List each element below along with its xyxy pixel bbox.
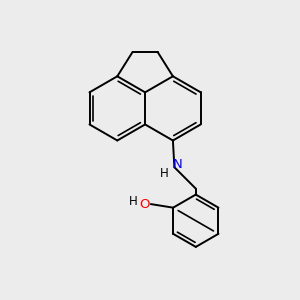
Text: H: H bbox=[129, 195, 137, 208]
Text: N: N bbox=[172, 158, 182, 171]
Text: O: O bbox=[139, 198, 150, 211]
Text: H: H bbox=[160, 167, 168, 180]
